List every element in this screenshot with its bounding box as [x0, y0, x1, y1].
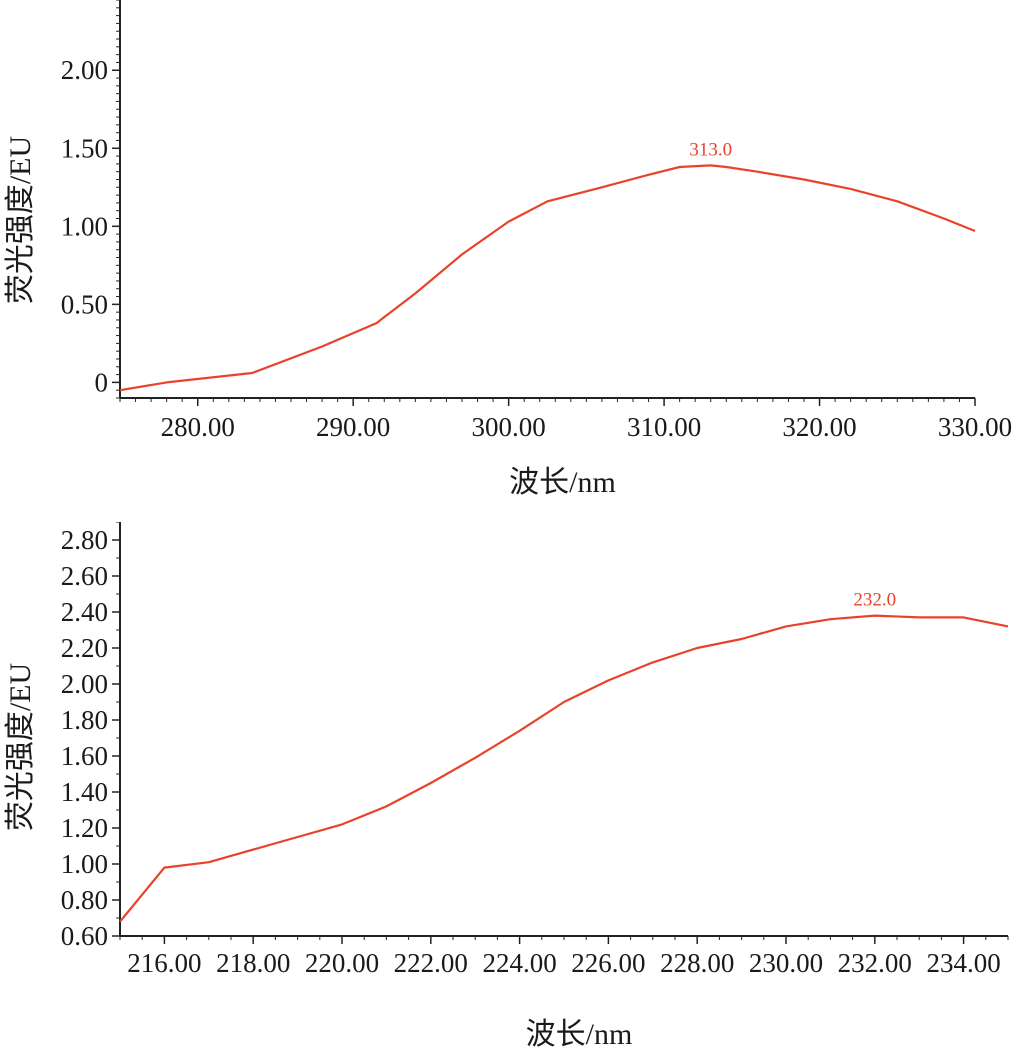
- peak-label: 232.0: [853, 590, 896, 611]
- x-tick-label: 234.00: [926, 948, 1000, 978]
- y-tick-label: 1.60: [61, 741, 108, 771]
- x-tick-label: 290.00: [316, 412, 390, 442]
- x-tick-label: 220.00: [305, 948, 379, 978]
- bottom-chart: 216.00 218.00 220.00 222.00 224.00 226.00 228.…: [4, 522, 1009, 1048]
- y-tick-label: 2.00: [61, 669, 108, 699]
- y-tick-label: 2.00: [61, 55, 108, 85]
- peak-label: 313.0: [689, 139, 732, 160]
- x-tick-label: 330.00: [938, 412, 1012, 442]
- x-tick-label: 310.00: [627, 412, 701, 442]
- y-tick-label: 0: [95, 367, 109, 397]
- y-tick-label: 0.80: [61, 885, 108, 915]
- spectrum-line: [119, 614, 1009, 923]
- x-tick-label: 228.00: [660, 948, 734, 978]
- y-tick-label: 1.20: [61, 813, 108, 843]
- y-tick-label: 2.60: [61, 561, 108, 591]
- y-tick-label: 2.20: [61, 633, 108, 663]
- x-tick-label: 232.00: [838, 948, 912, 978]
- y-tick-label: 1.00: [61, 211, 108, 241]
- x-tick-label: 230.00: [749, 948, 823, 978]
- y-tick-label: 1.40: [61, 777, 108, 807]
- x-tick-label: 218.00: [216, 948, 290, 978]
- y-tick-label: 0.50: [61, 289, 108, 319]
- y-tick-label: 1.50: [61, 133, 108, 163]
- x-axis-title: 波长/nm: [509, 466, 616, 499]
- spectrum-line: [119, 164, 976, 392]
- x-tick-label: 224.00: [482, 948, 556, 978]
- y-tick-label: 2.40: [61, 597, 108, 627]
- bottom-chart-panel: 216.00 218.00 220.00 222.00 224.00 226.00 228.…: [0, 522, 1017, 1048]
- x-tick-label: 300.00: [472, 412, 546, 442]
- y-axis-title: 荧光强度/EU: [4, 136, 37, 305]
- y-axis-title: 荧光强度/EU: [4, 663, 37, 832]
- top-chart: 280.00 290.00 300.00 310.00 320.00 330.00 0 0.5…: [4, 0, 1012, 499]
- x-axis-title: 波长/nm: [526, 1018, 633, 1048]
- y-tick-label: 1.80: [61, 705, 108, 735]
- y-tick-label: 0.60: [61, 921, 108, 951]
- y-tick-label: 2.80: [61, 525, 108, 555]
- x-tick-label: 280.00: [161, 412, 235, 442]
- x-tick-label: 216.00: [127, 948, 201, 978]
- x-tick-label: 226.00: [571, 948, 645, 978]
- x-tick-label: 320.00: [782, 412, 856, 442]
- top-chart-panel: 280.00 290.00 300.00 310.00 320.00 330.00 0 0.5…: [0, 0, 1017, 500]
- x-tick-label: 222.00: [394, 948, 468, 978]
- y-tick-label: 1.00: [61, 849, 108, 879]
